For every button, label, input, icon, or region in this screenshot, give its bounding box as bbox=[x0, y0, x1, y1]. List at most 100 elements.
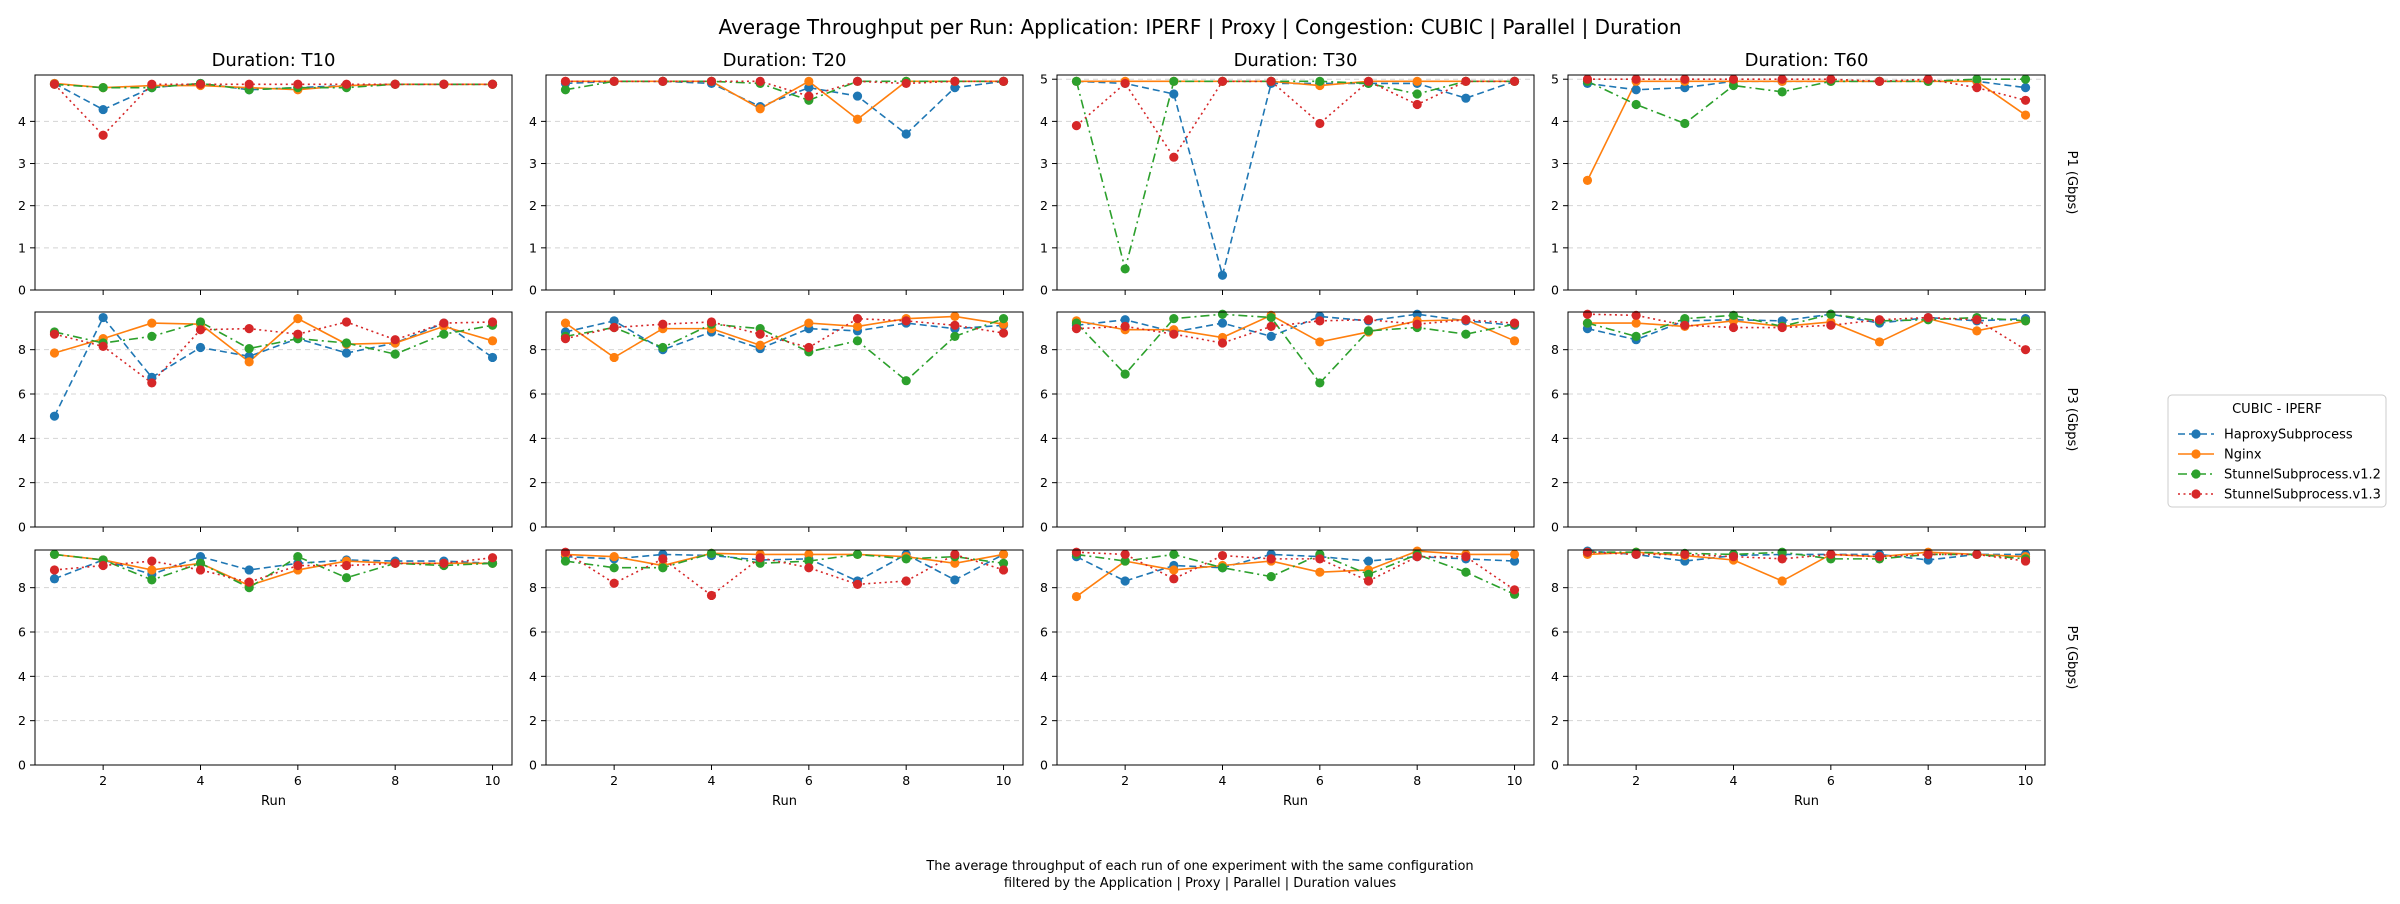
data-point-s4-r2c2 bbox=[804, 342, 814, 353]
series-line-3-r3c4 bbox=[1587, 551, 2026, 560]
data-point-s4-r3c3 bbox=[1315, 554, 1325, 564]
series-line-4-r1c1 bbox=[53, 83, 493, 137]
data-point-s4-r3c3 bbox=[1412, 552, 1422, 562]
series-line-3-r1c4 bbox=[1587, 78, 2026, 125]
series-line-4-r1c4 bbox=[1587, 78, 2026, 102]
panel-frame-r1c1 bbox=[34, 74, 513, 291]
data-point-s1-r1c2 bbox=[950, 83, 960, 93]
data-point-s4-r1c1 bbox=[390, 79, 400, 89]
data-point-s3-r2c2 bbox=[901, 376, 911, 386]
y-tick-label-r3c1: 8 bbox=[18, 580, 26, 595]
data-point-s4-r1c2 bbox=[804, 91, 814, 101]
data-point-s4-r2c4 bbox=[1680, 320, 1690, 330]
data-point-s4-r1c1 bbox=[147, 79, 157, 89]
data-point-s2-r2c1 bbox=[244, 357, 254, 367]
x-tick-label-r3c1: 2 bbox=[99, 773, 107, 788]
y-tick-label-r1c1: 3 bbox=[18, 156, 26, 171]
data-point-s4-r1c3 bbox=[1120, 78, 1130, 89]
x-axis-label-r3c4: Run bbox=[1794, 794, 1819, 809]
x-tick-label-r3c3: 10 bbox=[1507, 773, 1523, 788]
data-point-s1-r2c1 bbox=[49, 411, 60, 421]
y-tick-label-r1c3: 2 bbox=[1040, 198, 1048, 213]
x-tick-label-r3c4: 4 bbox=[1730, 773, 1738, 788]
x-tick-label-r3c2: 2 bbox=[610, 773, 618, 788]
data-point-s4-r3c2 bbox=[706, 590, 717, 601]
data-point-s3-r2c2 bbox=[852, 336, 863, 346]
legend-marker-3 bbox=[2191, 469, 2201, 479]
data-point-s4-r1c2 bbox=[560, 76, 571, 86]
series-line-4-r2c3 bbox=[1076, 318, 1515, 344]
data-point-s4-r1c3 bbox=[1461, 76, 1471, 86]
data-point-s1-r1c2 bbox=[852, 91, 863, 101]
series-line-2-r3c1 bbox=[54, 553, 493, 587]
legend-marker-2 bbox=[2191, 449, 2201, 459]
data-point-s3-r1c4 bbox=[1728, 80, 1739, 91]
y-tick-label-r3c3: 4 bbox=[1040, 669, 1048, 684]
data-point-s3-r3c2 bbox=[852, 549, 863, 560]
data-point-s2-r2c4 bbox=[1972, 326, 1982, 336]
data-point-s4-r2c1 bbox=[341, 317, 352, 327]
data-point-s1-r1c4 bbox=[1680, 83, 1690, 93]
data-point-s4-r3c4 bbox=[1826, 549, 1836, 560]
data-point-s2-r3c2 bbox=[998, 549, 1009, 560]
y-tick-label-r3c4: 2 bbox=[1551, 713, 1559, 728]
y-tick-label-r1c3: 1 bbox=[1040, 240, 1048, 255]
data-point-s3-r3c2 bbox=[901, 554, 911, 564]
data-point-s3-r2c1 bbox=[439, 329, 449, 339]
data-point-s3-r1c3 bbox=[1315, 76, 1325, 86]
data-point-s4-r2c4 bbox=[1972, 315, 1982, 325]
data-point-s4-r2c2 bbox=[609, 322, 619, 333]
series-line-4-r3c4 bbox=[1587, 551, 2026, 562]
data-point-s4-r1c4 bbox=[1777, 74, 1787, 84]
y-tick-label-r2c2: 4 bbox=[529, 431, 537, 446]
y-tick-label-r2c4: 2 bbox=[1551, 475, 1559, 490]
y-tick-label-r1c1: 4 bbox=[18, 114, 26, 129]
data-point-s2-r1c2 bbox=[755, 104, 765, 114]
data-point-s1-r1c4 bbox=[2020, 83, 2031, 93]
data-point-s3-r2c4 bbox=[1728, 310, 1739, 320]
data-point-s1-r1c2 bbox=[901, 129, 911, 139]
data-point-s3-r1c3 bbox=[1412, 89, 1422, 99]
data-point-s4-r1c4 bbox=[2020, 95, 2031, 105]
data-point-s2-r3c1 bbox=[147, 565, 157, 575]
data-point-s2-r2c3 bbox=[1315, 337, 1325, 347]
panel-r1c3 bbox=[1057, 75, 1534, 290]
data-point-s3-r2c1 bbox=[244, 343, 254, 354]
data-point-s4-r3c4 bbox=[1874, 552, 1885, 562]
data-point-s4-r1c4 bbox=[1923, 74, 1933, 84]
data-point-s3-r2c3 bbox=[1217, 309, 1228, 319]
data-point-s3-r3c1 bbox=[293, 552, 303, 562]
data-point-s4-r1c2 bbox=[755, 76, 765, 86]
data-point-s3-r2c1 bbox=[341, 338, 352, 348]
legend-label-3: StunnelSubprocess.v1.2 bbox=[2224, 468, 2381, 483]
data-point-s4-r2c3 bbox=[1315, 316, 1325, 326]
series-line-3-r1c3 bbox=[1075, 80, 1515, 273]
data-point-s1-r2c1 bbox=[341, 348, 352, 358]
y-tick-label-r3c4: 6 bbox=[1551, 625, 1559, 640]
data-point-s4-r3c4 bbox=[1631, 549, 1641, 560]
y-tick-label-r2c4: 8 bbox=[1551, 342, 1559, 357]
data-point-s4-r2c2 bbox=[950, 320, 960, 330]
data-point-s4-r3c3 bbox=[1266, 554, 1276, 564]
data-point-s1-r1c3 bbox=[1217, 270, 1228, 280]
data-point-s4-r3c4 bbox=[1728, 552, 1739, 562]
row-label-2: P3 (Gbps) bbox=[2064, 388, 2079, 452]
y-tick-label-r2c2: 6 bbox=[529, 387, 537, 402]
data-point-s1-r3c1 bbox=[49, 574, 60, 584]
data-point-s4-r1c4 bbox=[1631, 74, 1641, 84]
data-point-s4-r1c2 bbox=[852, 76, 863, 86]
series-line-1-r3c4 bbox=[1587, 550, 2026, 562]
data-point-s2-r1c4 bbox=[1582, 175, 1593, 185]
data-point-s1-r1c2 bbox=[804, 83, 814, 93]
x-tick-label-r3c4: 6 bbox=[1827, 773, 1835, 788]
data-point-s4-r2c2 bbox=[852, 314, 863, 324]
data-point-s3-r1c4 bbox=[1631, 99, 1641, 110]
series-line-3-r3c3 bbox=[1076, 553, 1515, 596]
data-point-s4-r3c4 bbox=[2020, 556, 2031, 566]
data-point-s4-r2c3 bbox=[1169, 329, 1179, 339]
data-point-s2-r2c2 bbox=[852, 321, 863, 332]
y-tick-label-r3c2: 0 bbox=[529, 758, 537, 773]
x-tick-label-r3c1: 4 bbox=[197, 773, 205, 788]
legend-title: CUBIC - IPERF bbox=[2232, 402, 2322, 417]
data-point-s4-r3c1 bbox=[49, 565, 60, 575]
